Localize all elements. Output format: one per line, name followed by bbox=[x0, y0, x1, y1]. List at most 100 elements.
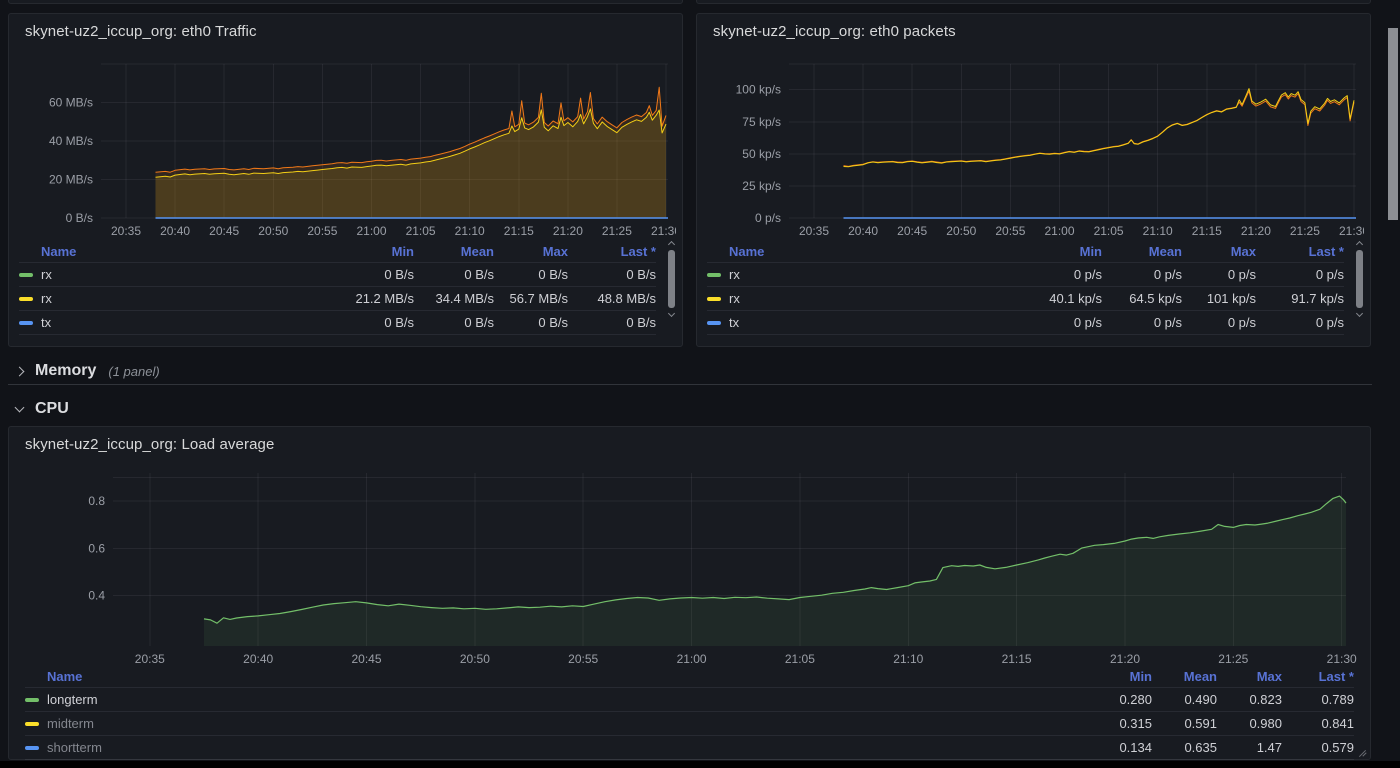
panel-title[interactable]: skynet-uz2_iccup_org: eth0 packets bbox=[713, 23, 956, 40]
legend-value: 0 B/s bbox=[464, 267, 494, 282]
svg-text:21:10: 21:10 bbox=[455, 224, 485, 238]
svg-text:20:40: 20:40 bbox=[160, 224, 190, 238]
legend-col-mean[interactable]: Mean bbox=[460, 243, 494, 259]
timeseries-chart-load[interactable]: 0.4 0.6 0.8 20:35 20:40 20:45 20:50 20:55 21:00 2… bbox=[13, 461, 1366, 671]
row-title: CPU bbox=[35, 400, 69, 417]
page-scrollbar[interactable] bbox=[1386, 0, 1400, 768]
legend-table: Name Min Mean Max Last * rx 0 p/s 0 p/s 0 p/s 0 p… bbox=[697, 240, 1370, 335]
svg-text:20:50: 20:50 bbox=[258, 224, 288, 238]
svg-text:21:00: 21:00 bbox=[677, 652, 707, 666]
legend-col-max[interactable]: Max bbox=[1256, 668, 1282, 684]
series-toggle[interactable]: midterm bbox=[47, 716, 94, 731]
svg-text:20:40: 20:40 bbox=[243, 652, 273, 666]
legend-value: 101 kp/s bbox=[1206, 291, 1256, 306]
chevron-right-icon bbox=[14, 366, 25, 376]
svg-text:0 p/s: 0 p/s bbox=[755, 211, 781, 225]
series-toggle[interactable]: shortterm bbox=[47, 740, 102, 755]
legend-value: 0 p/s bbox=[1073, 315, 1102, 330]
scroll-up-icon[interactable] bbox=[1355, 240, 1363, 249]
legend-col-name[interactable]: Name bbox=[41, 243, 77, 259]
legend-col-last[interactable]: Last * bbox=[1318, 668, 1354, 684]
series-toggle[interactable]: rx bbox=[729, 291, 740, 306]
svg-text:21:10: 21:10 bbox=[893, 652, 923, 666]
legend-col-min[interactable]: Min bbox=[1129, 668, 1152, 684]
panel-resize-handle[interactable] bbox=[1357, 746, 1367, 758]
svg-text:60 MB/s: 60 MB/s bbox=[49, 96, 93, 110]
svg-text:25 kp/s: 25 kp/s bbox=[742, 179, 781, 193]
legend-col-last[interactable]: Last * bbox=[620, 243, 656, 259]
timeseries-chart-packets[interactable]: 0 p/s 25 kp/s 50 kp/s 75 kp/s 100 kp/s 20:35 2… bbox=[705, 46, 1364, 243]
svg-text:21:00: 21:00 bbox=[1044, 224, 1074, 238]
legend-scrollbar[interactable] bbox=[666, 240, 676, 338]
scrollbar-thumb[interactable] bbox=[1355, 250, 1363, 308]
svg-text:21:20: 21:20 bbox=[1110, 652, 1140, 666]
panel-title[interactable]: skynet-uz2_iccup_org: Load average bbox=[25, 436, 275, 453]
legend-col-min[interactable]: Min bbox=[391, 243, 414, 259]
series-toggle[interactable]: rx bbox=[41, 291, 52, 306]
legend-row: longterm 0.280 0.490 0.823 0.789 bbox=[25, 687, 1354, 711]
legend-value: 91.7 kp/s bbox=[1291, 291, 1344, 306]
svg-text:21:15: 21:15 bbox=[1192, 224, 1222, 238]
legend-col-name[interactable]: Name bbox=[47, 668, 83, 684]
legend-value: 56.7 MB/s bbox=[509, 291, 568, 306]
legend-col-last[interactable]: Last * bbox=[1308, 243, 1344, 259]
scrollbar-thumb[interactable] bbox=[667, 250, 675, 308]
legend-value: 0.280 bbox=[1119, 692, 1152, 707]
svg-text:21:25: 21:25 bbox=[1290, 224, 1320, 238]
series-toggle[interactable]: rx bbox=[41, 267, 52, 282]
svg-text:75 kp/s: 75 kp/s bbox=[742, 115, 781, 129]
legend-col-name[interactable]: Name bbox=[729, 243, 765, 259]
legend-value: 0 B/s bbox=[538, 267, 568, 282]
svg-text:21:15: 21:15 bbox=[504, 224, 534, 238]
series-color-swatch bbox=[707, 296, 721, 301]
svg-text:21:30: 21:30 bbox=[1339, 224, 1364, 238]
legend-scrollbar[interactable] bbox=[1354, 240, 1364, 338]
scroll-up-icon[interactable] bbox=[667, 240, 675, 249]
series-color-swatch bbox=[25, 697, 39, 702]
legend-table: Name Min Mean Max Last * longterm 0.280 0.490 0.… bbox=[9, 665, 1370, 760]
svg-text:21:00: 21:00 bbox=[356, 224, 386, 238]
svg-text:20:55: 20:55 bbox=[307, 224, 337, 238]
scroll-down-icon[interactable] bbox=[667, 309, 675, 318]
svg-text:21:05: 21:05 bbox=[406, 224, 436, 238]
row-header-memory[interactable]: Memory (1 panel) bbox=[8, 358, 160, 384]
legend-value: 0 B/s bbox=[538, 315, 568, 330]
svg-text:21:20: 21:20 bbox=[553, 224, 583, 238]
legend-col-mean[interactable]: Mean bbox=[1148, 243, 1182, 259]
series-toggle[interactable]: tx bbox=[41, 315, 52, 330]
svg-text:21:05: 21:05 bbox=[1094, 224, 1124, 238]
legend-value: 0 p/s bbox=[1073, 267, 1102, 282]
row-title: Memory bbox=[35, 362, 97, 379]
svg-text:20:50: 20:50 bbox=[946, 224, 976, 238]
series-toggle[interactable]: rx bbox=[729, 267, 740, 282]
legend-row: tx 0 p/s 0 p/s 0 p/s 0 p/s bbox=[707, 310, 1344, 334]
legend-value: 0.579 bbox=[1321, 740, 1354, 755]
legend-value: 64.5 kp/s bbox=[1129, 291, 1182, 306]
legend-value: 0 p/s bbox=[1227, 267, 1256, 282]
svg-text:0.6: 0.6 bbox=[88, 541, 105, 555]
series-toggle[interactable]: tx bbox=[729, 315, 740, 330]
row-header-cpu[interactable]: CPU bbox=[8, 396, 69, 422]
svg-text:0 B/s: 0 B/s bbox=[66, 211, 93, 225]
legend-row: rx 0 p/s 0 p/s 0 p/s 0 p/s bbox=[707, 262, 1344, 286]
legend-value: 0.841 bbox=[1321, 716, 1354, 731]
legend-col-max[interactable]: Max bbox=[542, 243, 568, 259]
chevron-down-icon bbox=[14, 402, 25, 413]
scroll-down-icon[interactable] bbox=[1355, 309, 1363, 318]
legend-value: 0 p/s bbox=[1227, 315, 1256, 330]
legend-value: 0.635 bbox=[1184, 740, 1217, 755]
legend-value: 0.980 bbox=[1249, 716, 1282, 731]
legend-col-min[interactable]: Min bbox=[1079, 243, 1102, 259]
panel-title[interactable]: skynet-uz2_iccup_org: eth0 Traffic bbox=[25, 23, 257, 40]
legend-col-max[interactable]: Max bbox=[1230, 243, 1256, 259]
legend-value: 0 B/s bbox=[464, 315, 494, 330]
bottom-strip bbox=[0, 761, 1400, 768]
panel-load-average: skynet-uz2_iccup_org: Load average 0.4 0.… bbox=[8, 426, 1371, 760]
legend-value: 0 p/s bbox=[1153, 315, 1182, 330]
svg-text:40 MB/s: 40 MB/s bbox=[49, 134, 93, 148]
page-scrollbar-thumb[interactable] bbox=[1388, 28, 1398, 220]
legend-col-mean[interactable]: Mean bbox=[1183, 668, 1217, 684]
timeseries-chart-traffic[interactable]: 0 B/s 20 MB/s 40 MB/s 60 MB/s 20:35 20:40 20:4… bbox=[17, 46, 676, 243]
svg-text:0.4: 0.4 bbox=[88, 588, 105, 602]
series-toggle[interactable]: longterm bbox=[47, 692, 98, 707]
